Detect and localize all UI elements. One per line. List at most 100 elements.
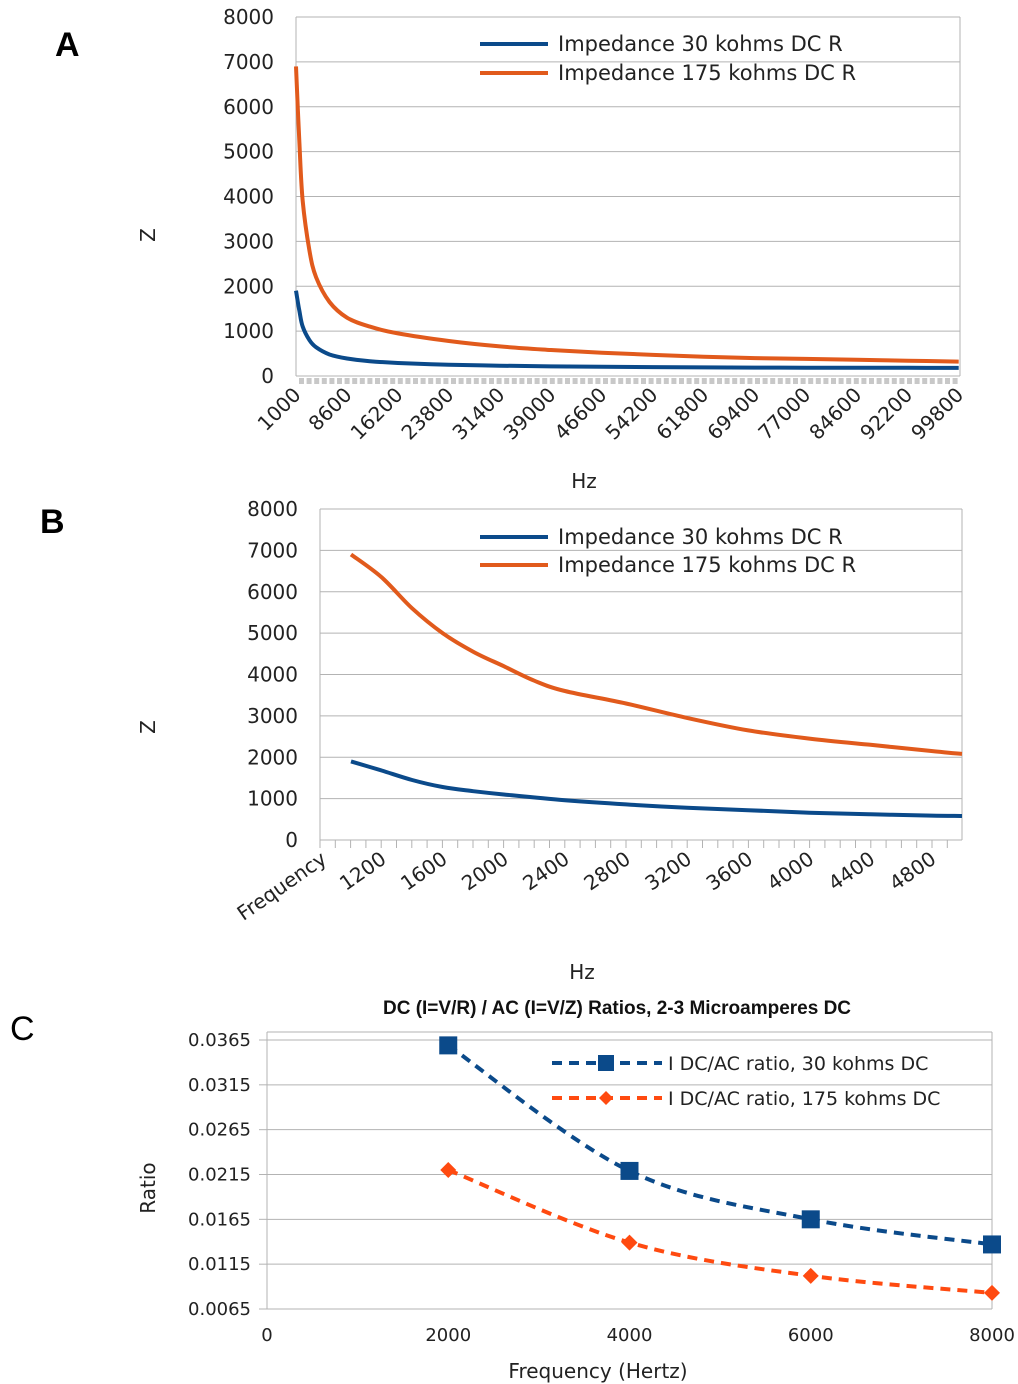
chart-a-tick-mark <box>587 378 593 384</box>
chart-a-series-line <box>294 66 959 364</box>
chart-c-y-axis-label: Ratio <box>136 1162 160 1213</box>
chart-a-tick-mark <box>489 378 494 384</box>
chart-b-y-ticks: 0 1000 2000 3000 4000 5000 6000 7000 8000 <box>247 497 298 852</box>
chart-a-tick-mark <box>618 378 624 384</box>
chart-a-tick-mark <box>473 378 479 384</box>
chart-a-y-tick-label: 8000 <box>223 5 274 29</box>
chart-c-y-tick-label: 0.0065 <box>188 1299 251 1320</box>
chart-a-tick-mark <box>945 378 950 384</box>
chart-a-y-ticks: 0 1000 2000 3000 4000 5000 6000 7000 8000 <box>223 5 274 388</box>
chart-a-tick-mark <box>815 378 821 384</box>
chart-a-tick-mark <box>420 378 426 384</box>
chart-a-tick-mark <box>922 378 928 384</box>
chart-a-tick-mark <box>527 378 532 384</box>
chart-a-tick-mark <box>557 378 563 384</box>
chart-a-tick-mark <box>831 378 836 384</box>
chart-a-tick-mark <box>709 378 715 384</box>
chart-a-tick-mark <box>359 378 365 384</box>
chart-a-tick-mark <box>306 378 312 384</box>
chart-a-tick-mark <box>899 378 905 384</box>
chart-a-gridlines <box>295 16 961 384</box>
chart-c-x-ticks: 0 2000 4000 6000 8000 <box>261 1325 1015 1346</box>
chart-a-tick-mark <box>481 378 487 384</box>
chart-a-x-tick-label: 69400 <box>702 383 764 445</box>
chart-c-legend-label: I DC/AC ratio, 175 kohms DC <box>668 1088 940 1110</box>
chart-c-square-marker <box>983 1235 1001 1254</box>
chart-b-x-tick-label: 1600 <box>396 846 451 895</box>
chart-b-legend-label: Impedance 30 kohms DC R <box>558 525 843 549</box>
chart-a-tick-mark <box>397 378 403 384</box>
chart-c-series-line <box>447 1168 993 1295</box>
chart-a-tick-mark <box>641 378 646 384</box>
chart-a-x-tick-label: 39000 <box>498 383 560 445</box>
chart-a-tick-mark <box>299 378 304 384</box>
chart-b-y-tick-label: 3000 <box>247 704 298 728</box>
chart-a-tick-mark <box>679 378 684 384</box>
chart-a-y-tick-label: 1000 <box>223 319 274 343</box>
chart-b-x-tick-label: 2400 <box>518 846 573 895</box>
chart-a-tick-mark <box>846 378 852 384</box>
chart-a-x-tick-label: 92200 <box>855 383 917 445</box>
chart-a-tick-mark <box>504 378 510 384</box>
chart-a-tick-mark <box>625 378 631 384</box>
chart-a-x-axis-label: Hz <box>571 469 597 493</box>
chart-c-series <box>439 1036 1001 1301</box>
chart-b-x-tick-label: 4400 <box>824 846 879 895</box>
chart-a-tick-mark <box>732 378 738 384</box>
chart-a-tick-mark <box>861 378 867 384</box>
chart-b-y-tick-label: 1000 <box>247 787 298 811</box>
chart-a-tick-mark <box>694 378 700 384</box>
chart-a-tick-mark <box>755 378 760 384</box>
chart-a-tick-mark <box>451 378 456 384</box>
chart-a-y-tick-label: 6000 <box>223 95 274 119</box>
chart-a-tick-mark <box>701 378 707 384</box>
chart-a-tick-mark <box>739 378 745 384</box>
chart-b-x-axis-label: Hz <box>569 960 595 984</box>
chart-a-tick-mark <box>777 378 783 384</box>
chart-a-tick-mark <box>884 378 890 384</box>
chart-a-tick-mark <box>762 378 768 384</box>
chart-a-y-tick-label: 4000 <box>223 185 274 209</box>
chart-a-tick-mark <box>648 378 654 384</box>
chart-c-x-axis-label: Frequency (Hertz) <box>508 1359 687 1383</box>
chart-b-legend: Impedance 30 kohms DC R Impedance 175 koh… <box>480 525 856 577</box>
chart-c-x-tick-label: 8000 <box>969 1325 1015 1346</box>
chart-a-tick-mark <box>595 378 601 384</box>
chart-a-tick-mark <box>458 378 464 384</box>
chart-a-y-axis-label: Z <box>136 228 160 242</box>
chart-a-tick-mark <box>808 378 814 384</box>
chart-a-x-tick-label: 16200 <box>346 383 408 445</box>
chart-c-title: DC (I=V/R) / AC (I=V/Z) Ratios, 2-3 Micr… <box>383 998 851 1019</box>
chart-b-x-tick-label: Frequency <box>232 846 331 925</box>
chart-c-x-tick-label: 4000 <box>607 1325 653 1346</box>
chart-c-square-marker <box>801 1210 820 1229</box>
chart-b-tick-marks <box>319 840 948 848</box>
chart-c-y-tick-label: 0.0165 <box>188 1209 251 1230</box>
chart-a-y-tick-label: 2000 <box>223 274 274 298</box>
chart-a-series <box>294 66 959 370</box>
chart-a-tick-mark <box>428 378 434 384</box>
chart-b-gridlines <box>319 508 963 848</box>
chart-a-x-tick-label: 84600 <box>804 383 866 445</box>
chart-a-tick-mark <box>337 378 342 384</box>
chart-b-x-tick-label: 4800 <box>885 846 940 895</box>
chart-a-tick-mark <box>542 378 548 384</box>
chart-b-y-tick-label: 8000 <box>247 497 298 521</box>
chart-b-x-tick-label: 4000 <box>763 846 818 895</box>
chart-a-legend-label: Impedance 30 kohms DC R <box>558 32 843 56</box>
chart-b-y-tick-label: 0 <box>285 828 298 852</box>
chart-a-tick-mark <box>747 378 753 384</box>
chart-a-x-tick-label: 99800 <box>906 383 968 445</box>
chart-b-x-ticks: Frequency 1200 1600 2000 2400 2800 3200 3600 400… <box>232 846 940 925</box>
chart-c-y-ticks: 0.0065 0.0115 0.0165 0.0215 0.0265 0.0315 0.03… <box>188 1030 251 1320</box>
chart-a-tick-mark <box>352 378 358 384</box>
chart-c-x-tick-label: 2000 <box>425 1325 471 1346</box>
chart-a-tick-mark <box>580 378 586 384</box>
chart-b-y-tick-label: 5000 <box>247 621 298 645</box>
chart-a-x-tick-label: 77000 <box>753 383 815 445</box>
chart-c-legend-square-marker <box>598 1055 614 1071</box>
chart-a-tick-mark <box>572 378 578 384</box>
chart-a-y-tick-label: 0 <box>261 364 274 388</box>
chart-b-x-tick-label: 3600 <box>702 846 757 895</box>
